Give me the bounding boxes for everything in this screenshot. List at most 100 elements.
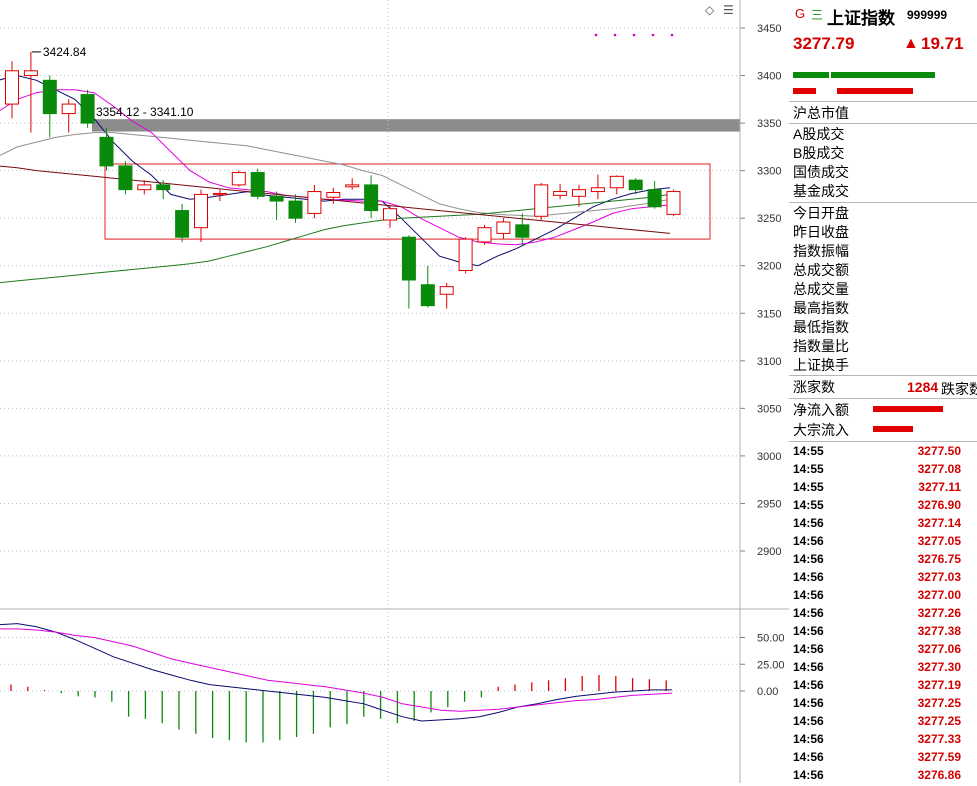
index-stat-label: 上证换手	[793, 357, 849, 373]
tick-row[interactable]: 14:56 3277.06	[793, 642, 973, 660]
candle[interactable]	[515, 213, 530, 245]
candle[interactable]	[628, 178, 643, 195]
main-chart-area[interactable]: 3450 3400 3350 3300 3250 3200 3150 3100 3050 3000…	[0, 0, 789, 783]
candle[interactable]	[23, 51, 38, 133]
candle[interactable]	[156, 180, 171, 200]
oscillator-gridlines	[0, 637, 740, 692]
candle[interactable]	[269, 191, 284, 221]
candle[interactable]	[553, 183, 568, 200]
candle[interactable]	[288, 194, 303, 223]
candle[interactable]	[307, 184, 322, 219]
candle[interactable]	[118, 161, 133, 195]
price-tick-label: 2900	[757, 546, 781, 558]
rise-count-label: 涨家数	[793, 379, 835, 395]
menu-icon[interactable]: ☰	[723, 3, 734, 17]
candle-body	[326, 192, 341, 198]
list-icon[interactable]: 三	[811, 8, 824, 22]
candle[interactable]	[326, 187, 341, 204]
candlestick-series[interactable]	[5, 51, 681, 309]
candle[interactable]	[212, 189, 227, 202]
index-stat-label: 指数振幅	[793, 243, 849, 259]
tick-row[interactable]: 14:56 3277.25	[793, 696, 973, 714]
tick-row[interactable]: 14:56 3277.38	[793, 624, 973, 642]
candle[interactable]	[250, 168, 265, 200]
candle[interactable]	[534, 182, 549, 221]
tick-time: 14:55	[793, 498, 824, 512]
turnover-label: B股成交	[793, 145, 845, 161]
chart-corner-icons[interactable]: ◇ ☰	[705, 3, 734, 17]
tick-row[interactable]: 14:56 3276.86	[793, 768, 973, 786]
candle-body	[80, 94, 95, 124]
candle[interactable]	[666, 189, 681, 217]
candle[interactable]	[231, 170, 246, 187]
candle[interactable]	[572, 184, 586, 207]
candle[interactable]	[477, 224, 492, 245]
candle[interactable]	[458, 237, 473, 274]
marker-dot	[651, 33, 655, 37]
candle[interactable]	[175, 203, 190, 242]
tick-row[interactable]: 14:56 3277.30	[793, 660, 973, 678]
candle[interactable]	[590, 174, 605, 200]
index-price: 3277.79	[793, 34, 855, 53]
candle[interactable]	[345, 178, 360, 190]
tick-row[interactable]: 14:55 3277.50	[793, 444, 973, 462]
candle[interactable]	[42, 75, 57, 138]
tick-row[interactable]: 14:56 3277.00	[793, 588, 973, 606]
tick-time: 14:56	[793, 516, 824, 530]
tick-time: 14:56	[793, 732, 824, 746]
tick-row[interactable]: 14:56 3277.05	[793, 534, 973, 552]
index-stat-label: 昨日收盘	[793, 224, 849, 240]
candle-body	[666, 191, 681, 215]
tick-row[interactable]: 14:56 3276.75	[793, 552, 973, 570]
candle-body	[458, 238, 473, 271]
tick-row[interactable]: 14:56 3277.03	[793, 570, 973, 588]
candle[interactable]	[420, 265, 435, 308]
index-code: 999999	[907, 8, 948, 22]
tick-row[interactable]: 14:55 3276.90	[793, 498, 973, 516]
tick-row[interactable]: 14:56 3277.26	[793, 606, 973, 624]
candle[interactable]	[194, 189, 208, 242]
divider	[789, 101, 977, 102]
candle-body	[628, 179, 643, 191]
tick-row[interactable]: 14:56 3277.59	[793, 750, 973, 768]
band-label: 3354.12 - 3341.10	[96, 105, 194, 119]
tick-price: 3277.25	[917, 696, 961, 710]
marker-dot	[670, 33, 674, 37]
tick-price: 3276.75	[917, 552, 961, 566]
candle[interactable]	[364, 175, 379, 219]
marker-dots	[594, 33, 674, 37]
tick-row[interactable]: 14:55 3277.11	[793, 480, 973, 498]
tick-time: 14:56	[793, 750, 824, 764]
tick-row[interactable]: 14:56 3277.14	[793, 516, 973, 534]
tick-price: 3277.25	[917, 714, 961, 728]
candle[interactable]	[383, 204, 397, 228]
candle-body	[383, 208, 397, 221]
candle[interactable]	[401, 235, 416, 309]
moving-average-line	[0, 132, 671, 217]
candle[interactable]	[496, 218, 511, 240]
tick-row[interactable]: 14:56 3277.25	[793, 714, 973, 732]
candle[interactable]	[137, 180, 152, 195]
candle[interactable]	[609, 175, 624, 195]
candle[interactable]	[99, 127, 114, 171]
oscillator-axis: 50.00 25.00 0.00	[740, 633, 785, 698]
flag-g[interactable]: G	[795, 6, 806, 21]
candle-body	[5, 70, 19, 105]
candle[interactable]	[5, 61, 19, 119]
tick-time: 14:56	[793, 534, 824, 548]
tick-price: 3277.06	[917, 642, 961, 656]
candle[interactable]	[439, 282, 454, 309]
candle[interactable]	[61, 99, 76, 133]
tick-row[interactable]: 14:56 3277.33	[793, 732, 973, 750]
block-inflow-bar	[873, 426, 913, 432]
tick-row[interactable]: 14:56 3277.19	[793, 678, 973, 696]
tick-row[interactable]: 14:55 3277.08	[793, 462, 973, 480]
tick-price: 3277.33	[917, 732, 961, 746]
candle-body	[496, 221, 511, 234]
diamond-icon[interactable]: ◇	[705, 3, 715, 17]
candle[interactable]	[80, 89, 95, 128]
candle[interactable]	[647, 181, 662, 209]
tick-price: 3277.30	[917, 660, 961, 674]
volume-bar-3	[793, 88, 817, 94]
oscillator-bars	[10, 674, 667, 743]
